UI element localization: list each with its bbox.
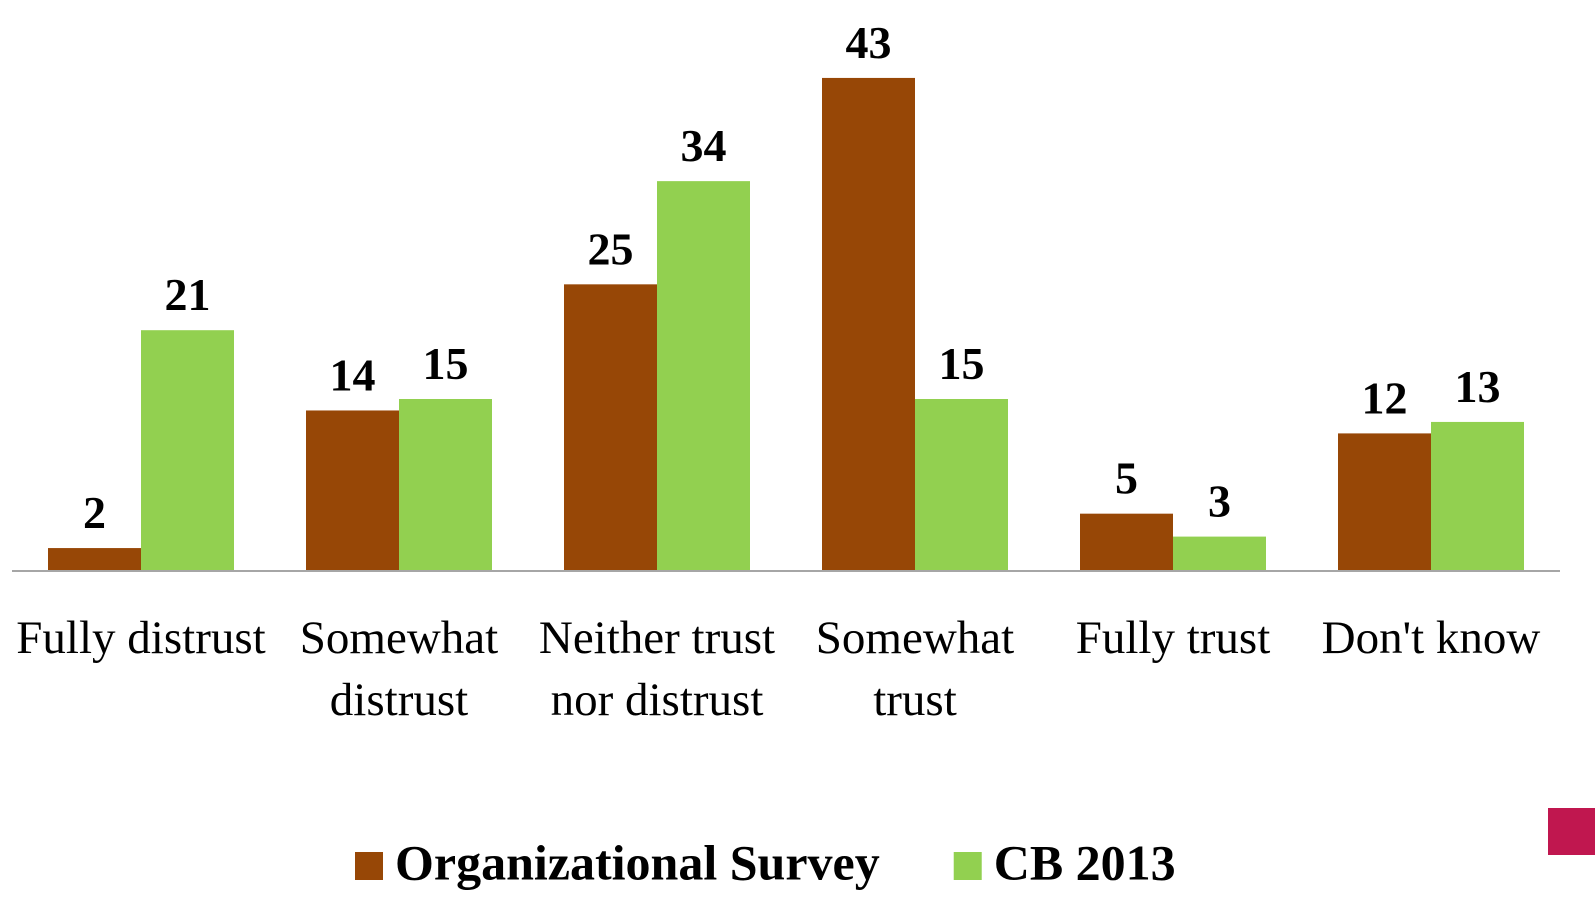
- value-label: 15: [939, 338, 985, 389]
- bar: [1173, 536, 1266, 571]
- bar: [1080, 513, 1173, 571]
- bar: [657, 181, 750, 571]
- x-tick-label-box: Don't know: [1321, 612, 1541, 664]
- x-tick-label: Neither trust nor distrust: [538, 612, 776, 726]
- x-tick-label-box: Fully trust: [1075, 612, 1271, 664]
- legend-swatch: [953, 852, 982, 880]
- value-label: 43: [846, 17, 892, 68]
- x-tick-label-box: Somewhat distrust: [299, 612, 499, 726]
- legend-swatch: [355, 852, 383, 880]
- x-tick-label-box: Fully distrust: [16, 612, 266, 664]
- value-label: 34: [681, 120, 727, 171]
- bar: [564, 284, 657, 571]
- bar: [1338, 433, 1431, 571]
- bar: [141, 330, 234, 571]
- x-tick-label: Don't know: [1321, 612, 1541, 664]
- x-tick-label: Fully distrust: [16, 612, 266, 664]
- bar: [915, 399, 1008, 571]
- bar: [399, 399, 492, 571]
- value-label: 14: [330, 349, 376, 400]
- x-tick-label-box: Neither trust nor distrust: [538, 612, 776, 726]
- value-label: 25: [588, 223, 634, 274]
- value-label: 2: [83, 487, 106, 538]
- logo: [1548, 808, 1595, 855]
- legend-label: CB 2013: [994, 834, 1176, 890]
- bar: [306, 410, 399, 571]
- value-label: 13: [1455, 361, 1501, 412]
- bar: [1431, 421, 1524, 571]
- x-tick-label: Fully trust: [1075, 612, 1271, 664]
- x-tick-label: Somewhat distrust: [299, 612, 499, 726]
- bar: [822, 77, 915, 571]
- value-label: 15: [423, 338, 469, 389]
- value-label: 5: [1115, 453, 1138, 504]
- value-label: 3: [1208, 476, 1231, 527]
- bar: [48, 548, 141, 571]
- value-label: 12: [1362, 372, 1408, 423]
- x-tick-label-box: Somewhat trust: [815, 612, 1015, 726]
- value-label: 21: [165, 269, 211, 320]
- x-tick-label: Somewhat trust: [815, 612, 1015, 726]
- legend-label: Organizational Survey: [395, 834, 880, 890]
